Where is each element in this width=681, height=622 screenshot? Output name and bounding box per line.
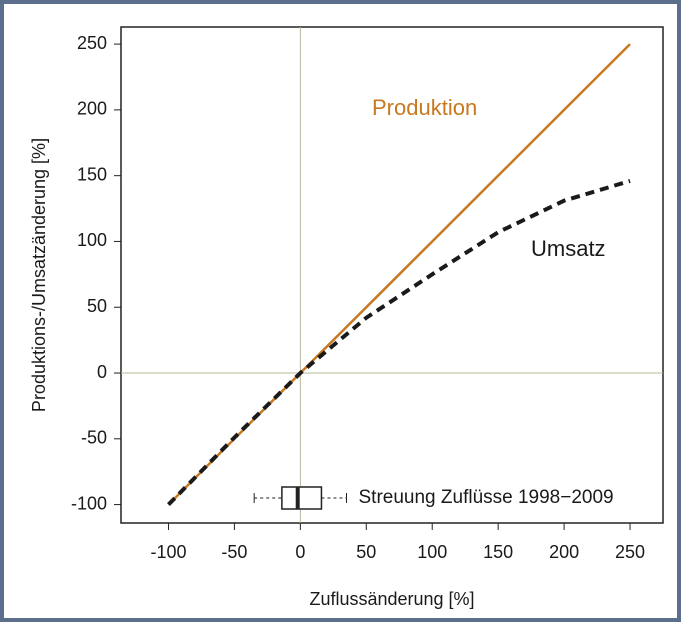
y-tick-label: -50 bbox=[81, 428, 107, 448]
y-tick-label: 50 bbox=[87, 296, 107, 316]
series-line bbox=[167, 179, 631, 506]
series-label: Produktion bbox=[372, 95, 477, 120]
y-tick-label: 0 bbox=[97, 362, 107, 382]
x-axis-title: Zuflussänderung [%] bbox=[309, 589, 474, 609]
y-tick-label: 100 bbox=[77, 230, 107, 250]
x-tick-label: 200 bbox=[549, 542, 579, 562]
series-label: Umsatz bbox=[531, 236, 606, 261]
x-tick-label: -100 bbox=[150, 542, 186, 562]
x-tick-label: 150 bbox=[483, 542, 513, 562]
y-tick-label: 250 bbox=[77, 33, 107, 53]
y-tick-label: 150 bbox=[77, 164, 107, 184]
y-tick-label: -100 bbox=[71, 493, 107, 513]
box bbox=[281, 486, 323, 510]
y-tick-label: 200 bbox=[77, 99, 107, 119]
x-tick-label: -50 bbox=[221, 542, 247, 562]
x-tick-label: 100 bbox=[417, 542, 447, 562]
plot-box bbox=[120, 26, 664, 524]
boxplot-label: Streuung Zuflüsse 1998−2009 bbox=[359, 487, 614, 508]
y-axis-title: Produktions-/Umsatzänderung [%] bbox=[29, 138, 49, 412]
x-tick-label: 0 bbox=[295, 542, 305, 562]
x-tick-label: 50 bbox=[356, 542, 376, 562]
x-tick-label: 250 bbox=[615, 542, 645, 562]
